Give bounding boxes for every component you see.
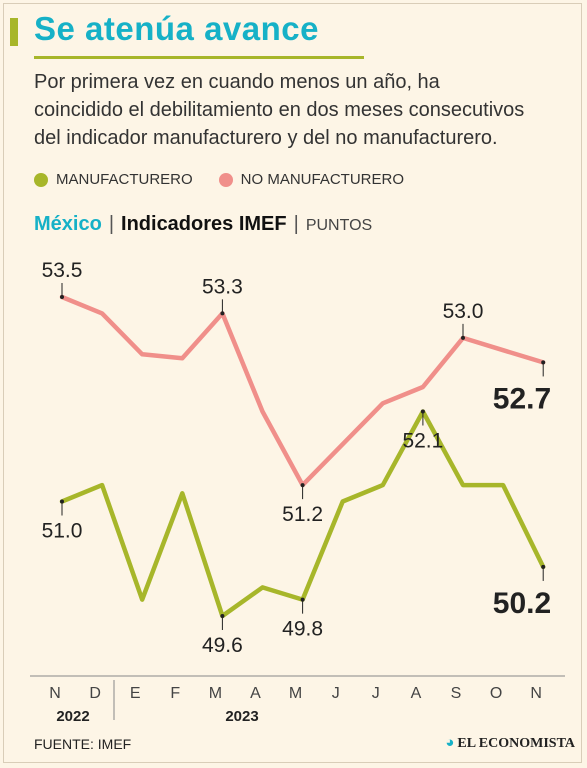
label-anchor-dot	[541, 564, 546, 569]
x-tick-label: J	[372, 685, 380, 702]
label-anchor-dot	[300, 483, 305, 488]
legend-label: MANUFACTURERO	[56, 171, 193, 188]
legend-item-no-manufacturero: NO MANUFACTURERO	[218, 171, 405, 188]
label-anchor-dot	[420, 409, 425, 414]
legend-dot-icon	[34, 172, 48, 187]
year-label: 2023	[225, 708, 258, 725]
data-label: 51.0	[42, 519, 83, 542]
infographic-frame	[3, 3, 582, 763]
data-label: 49.6	[202, 634, 243, 657]
x-tick-label: J	[332, 685, 340, 702]
data-label: 52.7	[493, 382, 551, 415]
year-label: 2022	[56, 708, 89, 725]
label-anchor-dot	[461, 335, 465, 340]
x-tick-label: A	[250, 685, 261, 702]
x-tick-label: M	[209, 685, 222, 702]
label-anchor-dot	[541, 360, 546, 365]
separator: |	[108, 213, 115, 235]
chart-country: México	[34, 213, 102, 235]
page-subtitle: Por primera vez en cuando menos un año, …	[34, 71, 525, 149]
x-tick-label: D	[89, 685, 101, 702]
label-anchor-dot	[60, 295, 64, 299]
data-label: 50.2	[493, 587, 551, 620]
data-label: 52.1	[402, 430, 443, 453]
chart-name: Indicadores IMEF	[121, 213, 287, 235]
label-anchor-dot	[300, 597, 305, 602]
x-tick-label: N	[530, 685, 542, 702]
data-label: 53.3	[202, 275, 243, 298]
data-label: 49.8	[282, 618, 323, 641]
label-anchor-dot	[60, 499, 64, 504]
page-title: Se atenúa avance	[34, 10, 319, 47]
label-anchor-dot	[220, 614, 225, 618]
legend-label: NO MANUFACTURERO	[240, 171, 405, 188]
x-tick-label: O	[490, 685, 502, 702]
chart-legend: MANUFACTURERO NO MANUFACTURERO	[34, 171, 430, 188]
label-anchor-dot	[220, 311, 225, 316]
title-underline	[34, 56, 364, 59]
x-tick-label: M	[289, 685, 302, 702]
chart-header: México | Indicadores IMEF | PUNTOS	[34, 213, 372, 236]
brand-icon: ◕	[445, 735, 455, 751]
brand-logo: ◕ EL ECONOMISTA	[445, 735, 575, 752]
data-label: 53.5	[42, 259, 83, 282]
x-tick-label: F	[170, 685, 180, 702]
series-line-no-manufacturero	[59, 294, 546, 488]
separator: |	[293, 213, 299, 235]
chart-units: PUNTOS	[305, 217, 373, 234]
brand-name: EL ECONOMISTA	[457, 735, 575, 751]
legend-item-manufacturero: MANUFACTURERO	[34, 171, 193, 188]
x-tick-label: N	[49, 685, 61, 702]
x-tick-label: A	[411, 685, 422, 702]
x-tick-label: S	[451, 685, 462, 702]
legend-dot-icon	[218, 172, 233, 187]
title-accent-bar	[10, 18, 18, 46]
source-note: FUENTE: IMEF	[34, 736, 132, 752]
x-tick-label: E	[130, 685, 141, 702]
data-label: 53.0	[443, 300, 484, 323]
data-label: 51.2	[282, 503, 323, 526]
